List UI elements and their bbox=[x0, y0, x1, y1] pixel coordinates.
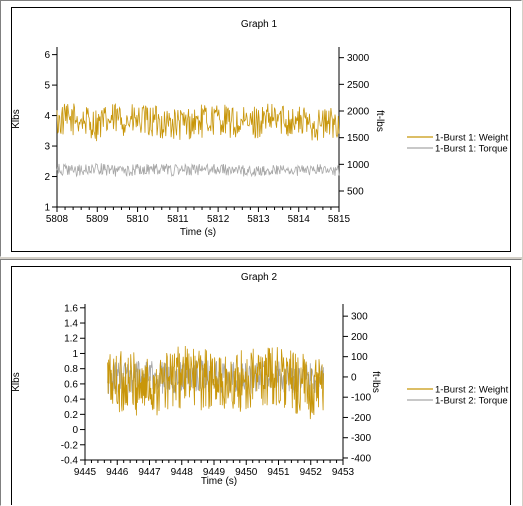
x-tick-label: 9445 bbox=[74, 467, 97, 478]
x-tick-label: 9448 bbox=[171, 467, 194, 478]
x-tick-label: 9451 bbox=[267, 467, 290, 478]
y2-tick-label: 200 bbox=[351, 332, 368, 343]
x-tick-label: 9450 bbox=[235, 467, 258, 478]
y2-tick-label: -400 bbox=[351, 453, 371, 464]
x-tick-label: 9447 bbox=[138, 467, 161, 478]
y-tick-label: 1 bbox=[44, 203, 50, 214]
graph2-chart: Graph 2 Time (s) Klbs ft-lbs 9445 9446 944… bbox=[11, 272, 509, 487]
y2-tick-label: 500 bbox=[347, 187, 364, 198]
y-tick-label: 0.4 bbox=[64, 395, 78, 406]
y2-tick-label: -100 bbox=[351, 393, 371, 404]
graph2-y2label: ft-lbs bbox=[370, 371, 381, 393]
legend-label: 1-Burst 1: Weight bbox=[435, 133, 509, 144]
legend-label: 1-Burst 2: Torque bbox=[435, 396, 508, 407]
y2-tick-label: 2000 bbox=[347, 107, 370, 118]
x-tick-label: 5814 bbox=[288, 214, 311, 225]
y2-tick-label: 1500 bbox=[347, 133, 370, 144]
x-tick-label: 9449 bbox=[203, 467, 226, 478]
legend-label: 1-Burst 1: Torque bbox=[435, 144, 508, 155]
graph1-plot: 5808 5809 5810 5811 5812 5813 5814 5815 1 2 3 4 5 6 50… bbox=[44, 47, 509, 225]
x-tick-label: 5811 bbox=[167, 214, 189, 225]
y-tick-label: 0.8 bbox=[64, 364, 78, 375]
graph1-title: Graph 1 bbox=[241, 19, 278, 30]
series-line bbox=[107, 345, 324, 420]
y-tick-label: 1.4 bbox=[64, 319, 78, 330]
y-tick-label: 0 bbox=[72, 425, 78, 436]
graph2-panel: Graph 2 Time (s) Klbs ft-lbs 9445 9446 944… bbox=[0, 259, 522, 506]
y-tick-label: -0.4 bbox=[61, 456, 79, 467]
graph2-frame bbox=[11, 266, 511, 505]
y-tick-label: 1.6 bbox=[64, 303, 78, 314]
y2-tick-label: 2500 bbox=[347, 80, 370, 91]
graph2-xlabel: Time (s) bbox=[201, 476, 237, 487]
y2-tick-label: 1000 bbox=[347, 160, 370, 171]
x-tick-label: 5810 bbox=[126, 214, 149, 225]
y-tick-label: -0.2 bbox=[61, 440, 79, 451]
y-tick-label: 0.6 bbox=[64, 379, 78, 390]
graph1-panel: Graph 1 Time (s) Klbs ft-lbs 5808 5809 581… bbox=[0, 0, 522, 257]
y2-tick-label: 100 bbox=[351, 352, 368, 363]
x-tick-label: 5815 bbox=[328, 214, 351, 225]
series-line bbox=[56, 102, 340, 142]
graph1-xlabel: Time (s) bbox=[180, 227, 216, 238]
y-tick-label: 4 bbox=[44, 111, 50, 122]
x-tick-label: 5813 bbox=[247, 214, 270, 225]
y-tick-label: 2 bbox=[44, 172, 50, 183]
x-tick-label: 5812 bbox=[207, 214, 230, 225]
y2-tick-label: -200 bbox=[351, 413, 371, 424]
graph1-frame bbox=[11, 7, 511, 252]
y-tick-label: 3 bbox=[44, 142, 50, 153]
y-tick-label: 0.2 bbox=[64, 410, 78, 421]
y-tick-label: 5 bbox=[44, 81, 50, 92]
graph1-chart: Graph 1 Time (s) Klbs ft-lbs 5808 5809 581… bbox=[11, 19, 509, 238]
graph1-ylabel: Klbs bbox=[11, 109, 22, 128]
graph1-y2label: ft-lbs bbox=[374, 110, 385, 132]
x-tick-label: 9452 bbox=[300, 467, 323, 478]
legend-label: 1-Burst 2: Weight bbox=[435, 385, 509, 396]
x-tick-label: 5808 bbox=[46, 214, 69, 225]
y-tick-label: 1 bbox=[72, 349, 78, 360]
graph2-title: Graph 2 bbox=[241, 272, 278, 283]
y2-tick-label: -300 bbox=[351, 433, 371, 444]
x-tick-label: 9453 bbox=[332, 467, 355, 478]
y-tick-label: 6 bbox=[44, 50, 50, 61]
y2-tick-label: 3000 bbox=[347, 53, 370, 64]
graph2-ylabel: Klbs bbox=[11, 372, 22, 391]
y-tick-label: 1.2 bbox=[64, 334, 78, 345]
y2-tick-label: 0 bbox=[351, 372, 357, 383]
graph2-plot: 9445 9446 9447 9448 9449 9450 9451 9452 9453 -0.4… bbox=[61, 303, 509, 478]
series-line bbox=[56, 162, 340, 178]
x-tick-label: 5809 bbox=[86, 214, 109, 225]
x-tick-label: 9446 bbox=[106, 467, 129, 478]
y2-tick-label: 300 bbox=[351, 312, 368, 323]
